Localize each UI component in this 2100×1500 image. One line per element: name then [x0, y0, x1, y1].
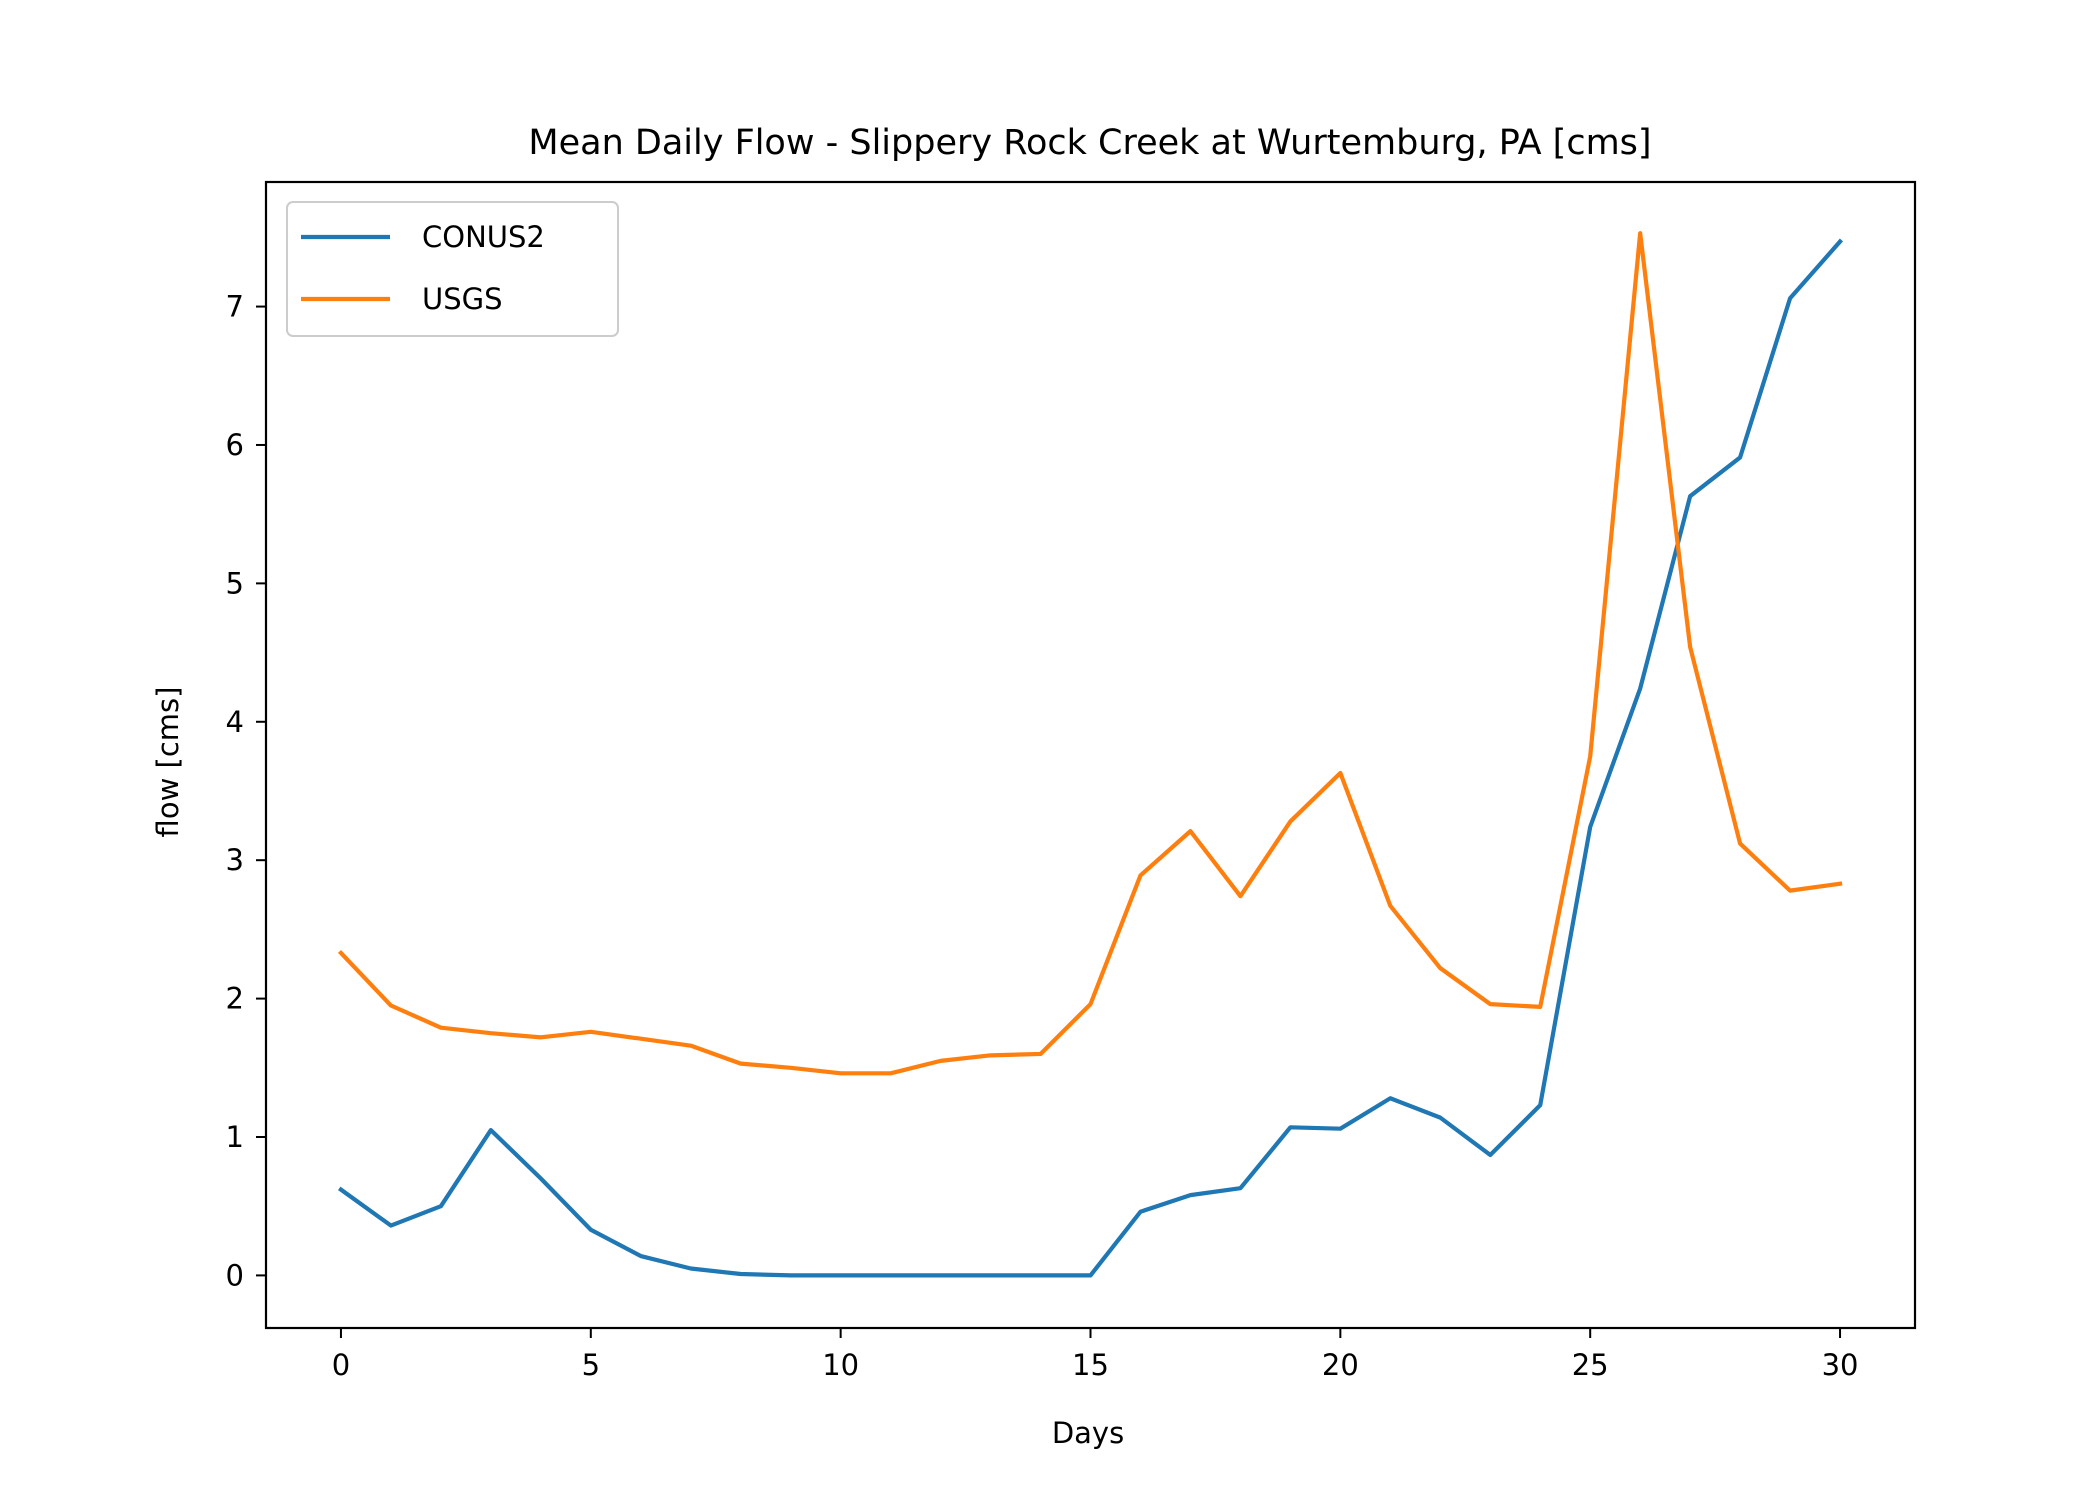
x-tick-label: 30 — [1822, 1348, 1859, 1382]
legend-label-conus2: CONUS2 — [422, 220, 545, 254]
x-axis-label: Days — [1052, 1416, 1124, 1450]
x-tick-label: 20 — [1322, 1348, 1359, 1382]
x-tick-label: 0 — [332, 1348, 350, 1382]
x-tick-label: 10 — [822, 1348, 859, 1382]
y-axis-label: flow [cms] — [151, 687, 185, 838]
legend-label-usgs: USGS — [422, 282, 503, 316]
plot-area: 0 5 10 15 20 25 30 0 1 2 3 4 5 6 7 — [226, 180, 1917, 1382]
x-tick-label: 25 — [1572, 1348, 1609, 1382]
x-tick-label: 5 — [582, 1348, 600, 1382]
chart-title: Mean Daily Flow - Slippery Rock Creek at… — [528, 123, 1651, 163]
y-tick-label: 7 — [226, 290, 244, 324]
y-tick-label: 3 — [226, 843, 244, 877]
y-tick-label: 6 — [226, 428, 244, 462]
y-tick-label: 5 — [226, 566, 244, 600]
x-tick-label: 15 — [1072, 1348, 1109, 1382]
series-line-usgs — [337, 231, 1843, 1076]
y-tick-label: 2 — [226, 982, 244, 1016]
y-tick-label: 0 — [226, 1258, 244, 1292]
y-tick-label: 4 — [226, 705, 244, 739]
y-tick-label: 1 — [226, 1120, 244, 1154]
series-line-conus2 — [338, 238, 1844, 1278]
legend: CONUS2 USGS — [286, 201, 619, 337]
